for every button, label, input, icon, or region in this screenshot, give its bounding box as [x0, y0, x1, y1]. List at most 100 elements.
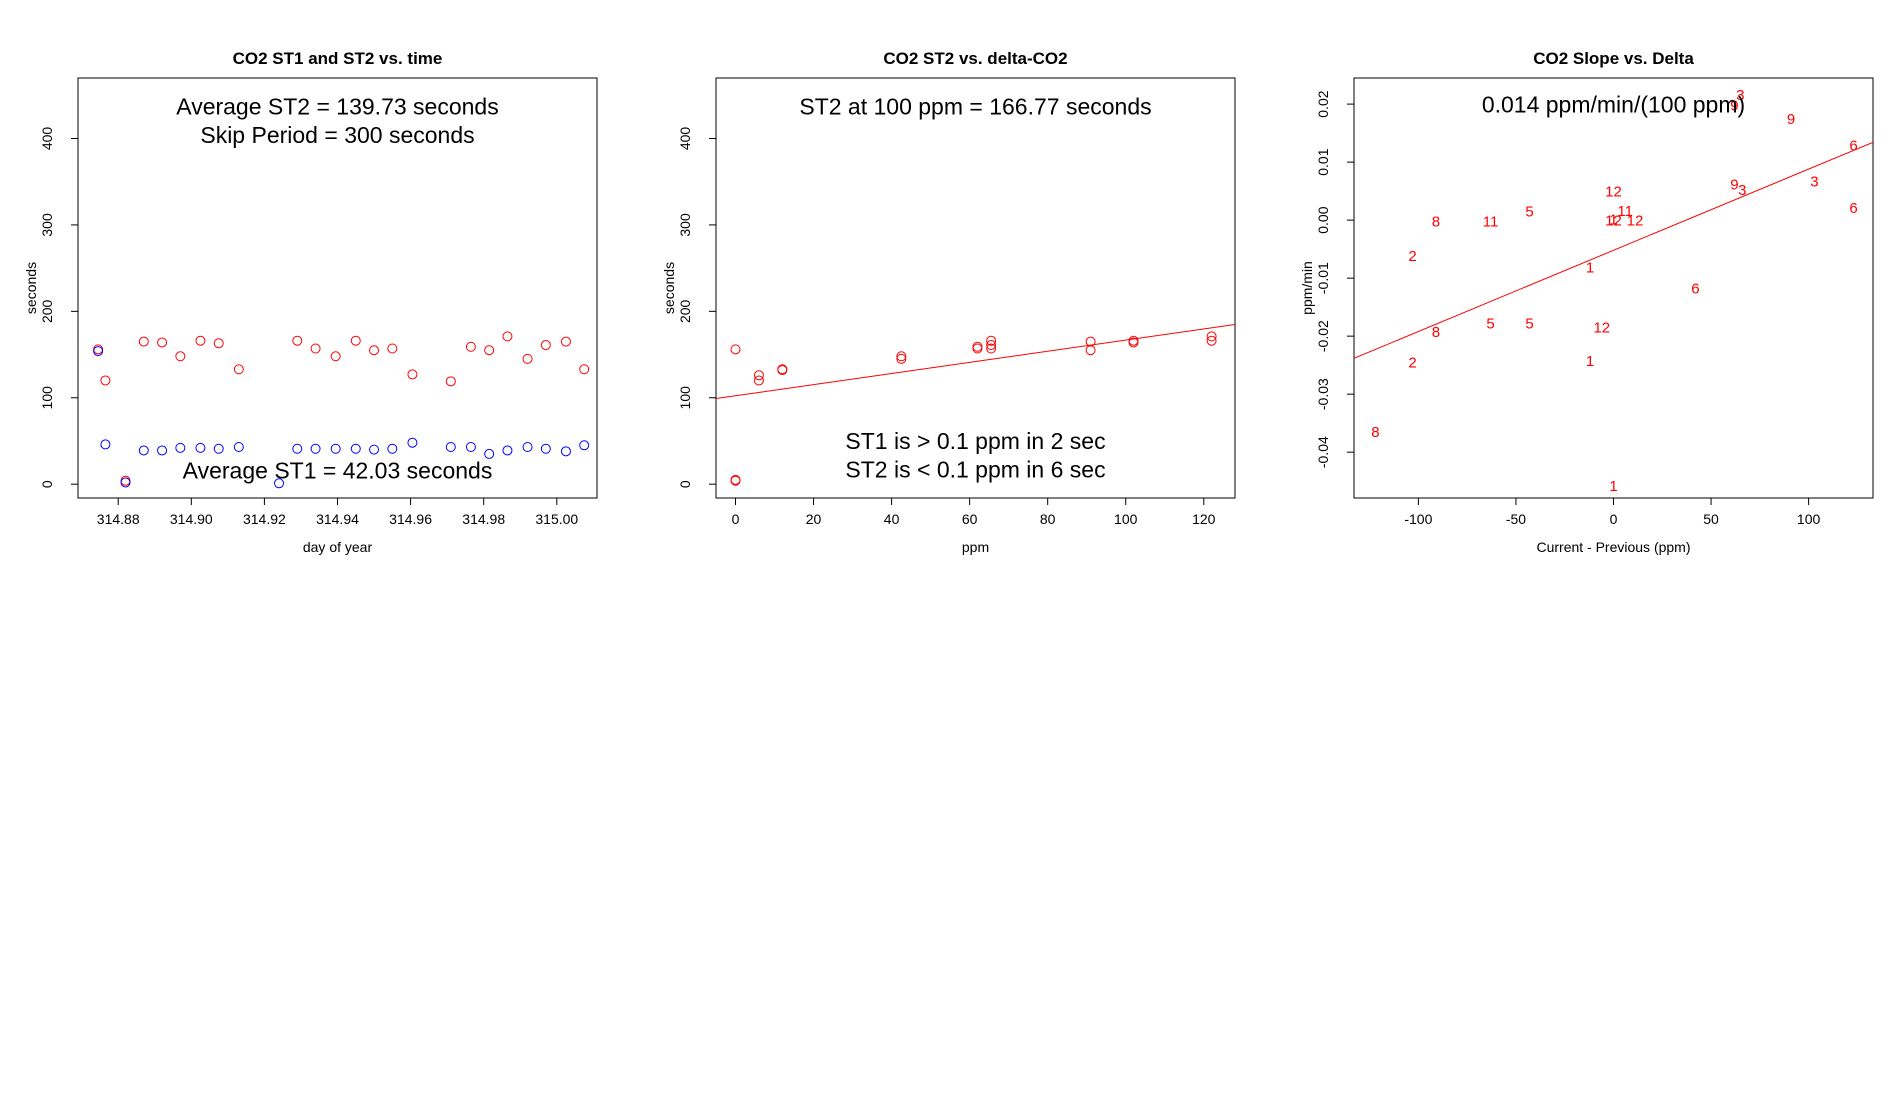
- point-label: 1: [1586, 353, 1594, 370]
- chart-title: CO2 ST2 vs. delta-CO2: [883, 49, 1067, 68]
- x-axis-label: Current - Previous (ppm): [1536, 539, 1690, 555]
- y-tick-label: 200: [677, 299, 693, 323]
- data-point: [484, 345, 495, 356]
- point-label: 5: [1525, 203, 1533, 220]
- y-axis-label: ppm/min: [1299, 261, 1315, 315]
- data-point: [753, 370, 764, 381]
- data-point: [120, 477, 131, 488]
- point-label: 1: [1609, 212, 1617, 229]
- x-tick-label: 0: [732, 511, 740, 527]
- y-tick-label: 100: [677, 386, 693, 410]
- y-tick-label: 0: [39, 480, 55, 488]
- chart-title: CO2 ST1 and ST2 vs. time: [233, 49, 443, 68]
- x-tick-label: 314.92: [243, 511, 286, 527]
- y-tick-label: 300: [677, 213, 693, 237]
- x-tick-label: 100: [1114, 511, 1138, 527]
- data-point: [896, 353, 907, 364]
- panel-st2-vs-delta: CO2 ST2 vs. delta-CO2 ppm seconds 0 20 40 6…: [661, 49, 1236, 555]
- data-point: [330, 351, 341, 362]
- point-label: 3: [1738, 182, 1746, 199]
- data-point: [484, 448, 495, 459]
- data-point: [213, 443, 224, 454]
- data-point: [972, 343, 983, 354]
- point-label: 6: [1691, 281, 1699, 298]
- panel-slope-vs-delta: CO2 Slope vs. Delta Current - Previous (…: [1299, 49, 1874, 555]
- x-tick-label: 60: [962, 511, 978, 527]
- point-label: 1: [1609, 478, 1617, 495]
- point-label: 1: [1586, 260, 1594, 277]
- point-label: 12: [1605, 213, 1622, 230]
- point-label: 9: [1730, 177, 1738, 194]
- y-tick-label: -0.03: [1315, 378, 1331, 410]
- y-tick-label: 300: [39, 213, 55, 237]
- x-tick-label: 120: [1192, 511, 1216, 527]
- point-label: 12: [1627, 213, 1644, 230]
- y-tick-label: -0.04: [1315, 436, 1331, 468]
- plot-frame: [1353, 77, 1874, 499]
- annotation-text: Skip Period = 300 seconds: [200, 122, 474, 148]
- point-label: 6: [1849, 200, 1857, 217]
- point-label: 3: [1810, 173, 1818, 190]
- x-tick-label: 50: [1703, 511, 1719, 527]
- data-point: [195, 335, 206, 346]
- y-tick-label: 0.02: [1315, 90, 1331, 117]
- data-point: [1206, 331, 1217, 342]
- data-point: [407, 437, 418, 448]
- fit-line: [716, 323, 1235, 400]
- y-tick-label: -0.01: [1315, 262, 1331, 294]
- data-point: [986, 340, 997, 351]
- data-point: [502, 445, 513, 456]
- data-point: [465, 442, 476, 453]
- plot-area: [716, 323, 1235, 486]
- y-tick-label: 0: [677, 480, 693, 488]
- y-tick-label: 100: [39, 386, 55, 410]
- point-label: 8: [1371, 424, 1379, 441]
- y-axis-label: seconds: [23, 262, 39, 314]
- point-label: 11: [1617, 203, 1633, 220]
- point-label: 2: [1408, 248, 1416, 265]
- data-point: [157, 337, 168, 348]
- data-point: [369, 444, 380, 455]
- data-point: [407, 369, 418, 380]
- data-point: [138, 445, 149, 456]
- annotation-text: 0.014 ppm/min/(100 ppm): [1482, 92, 1745, 118]
- data-point: [100, 439, 111, 450]
- x-axis-label: day of year: [303, 539, 373, 555]
- x-tick-label: -50: [1506, 511, 1526, 527]
- annotation-text: Average ST1 = 42.03 seconds: [183, 457, 493, 483]
- point-label: 8: [1432, 213, 1440, 230]
- data-point: [540, 340, 551, 351]
- x-tick-label: 314.94: [316, 511, 359, 527]
- data-point: [445, 442, 456, 453]
- x-tick-label: 315.00: [535, 511, 578, 527]
- data-point: [157, 445, 168, 456]
- data-point: [292, 443, 303, 454]
- data-point: [1128, 337, 1139, 348]
- data-point: [387, 443, 398, 454]
- data-point: [560, 336, 571, 347]
- data-point: [465, 341, 476, 352]
- data-point: [274, 478, 285, 489]
- data-point: [213, 338, 224, 349]
- x-axis-label: ppm: [962, 539, 989, 555]
- data-point: [233, 442, 244, 453]
- point-label: 12: [1605, 184, 1622, 201]
- panel-time-series: CO2 ST1 and ST2 vs. time day of year sec…: [23, 49, 598, 555]
- x-tick-label: 40: [884, 511, 900, 527]
- point-label: 8: [1432, 324, 1440, 341]
- data-point: [579, 364, 590, 375]
- data-point: [387, 343, 398, 354]
- data-point: [445, 376, 456, 387]
- annotation-text: ST2 at 100 ppm = 166.77 seconds: [799, 94, 1151, 120]
- point-label: 5: [1486, 315, 1494, 332]
- annotation-text: Average ST2 = 139.73 seconds: [176, 94, 498, 120]
- data-point: [350, 335, 361, 346]
- x-tick-label: 20: [806, 511, 822, 527]
- point-label: 12: [1593, 319, 1610, 336]
- annotation-text: ST1 is > 0.1 ppm in 2 sec: [845, 428, 1105, 454]
- chart-title: CO2 Slope vs. Delta: [1533, 49, 1694, 68]
- point-label: 5: [1525, 315, 1533, 332]
- y-tick-label: 0.01: [1315, 148, 1331, 175]
